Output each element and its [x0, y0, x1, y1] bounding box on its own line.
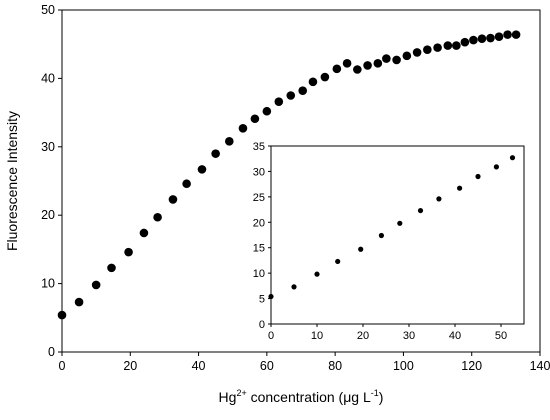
main-data-point — [511, 30, 521, 39]
x-axis-label: Hg2+ concentration (μg L-1) — [219, 388, 384, 405]
main-data-point — [274, 97, 284, 106]
main-data-point — [286, 91, 296, 100]
main-data-point — [320, 72, 330, 82]
main-data-point — [423, 45, 432, 54]
inset-plot-frame — [270, 145, 525, 325]
main-data-point — [363, 61, 372, 70]
inset-y-tick-label: 0 — [259, 319, 265, 331]
main-data-point — [308, 77, 318, 87]
inset-data-point — [335, 258, 341, 265]
main-data-point — [460, 37, 470, 47]
main-data-point — [503, 30, 512, 39]
main-data-point — [373, 59, 383, 68]
inset-data-point — [509, 155, 516, 161]
main-y-tick-label: 10 — [41, 277, 55, 291]
main-x-tick-label: 60 — [260, 359, 274, 373]
inset-y-tick-label: 25 — [253, 192, 265, 204]
main-data-point — [486, 33, 495, 43]
main-data-point — [452, 41, 461, 50]
main-data-point — [353, 65, 362, 74]
inset-y-tick-label: 35 — [253, 141, 265, 153]
main-data-point — [74, 297, 84, 307]
main-data-point — [211, 149, 220, 158]
inset-x-tick-label: 40 — [449, 330, 461, 342]
main-data-point — [91, 280, 101, 290]
inset-data-point — [378, 232, 384, 239]
inset-x-tick-label: 30 — [403, 330, 415, 342]
main-data-point — [197, 165, 207, 174]
main-data-point — [124, 247, 133, 257]
main-data-point — [469, 35, 478, 45]
main-data-point — [250, 114, 260, 124]
main-data-point — [262, 106, 272, 116]
main-data-point — [382, 54, 391, 63]
inset-y-tick-label: 15 — [253, 243, 265, 255]
main-x-tick-label: 140 — [530, 359, 550, 373]
main-data-point — [139, 228, 149, 238]
main-data-point — [392, 55, 401, 65]
inset-x-tick-label: 0 — [268, 330, 274, 342]
inset-x-tick-label: 20 — [357, 330, 369, 342]
inset-y-tick-label: 5 — [259, 294, 265, 306]
main-data-point — [225, 137, 234, 146]
inset-x-tick-label: 10 — [311, 330, 323, 342]
main-data-point — [107, 263, 116, 273]
main-y-tick-label: 40 — [41, 71, 55, 85]
main-y-tick-label: 20 — [41, 208, 55, 222]
inset-data-point — [268, 293, 274, 300]
inset-data-point — [358, 246, 364, 252]
inset-y-tick-label: 10 — [253, 268, 265, 280]
main-data-point — [433, 43, 442, 52]
main-x-tick-label: 40 — [192, 359, 206, 373]
inset-data-point — [397, 220, 403, 226]
y-axis-label: Fluorescence Intensity — [4, 111, 20, 251]
inset-plot: 0 10 20 30 40 50 0 5 10 15 20 25 30 35 — [253, 141, 525, 342]
main-data-point — [153, 212, 162, 222]
main-data-point — [477, 34, 487, 44]
main-data-point — [332, 64, 342, 74]
inset-data-point — [493, 164, 499, 170]
main-data-point — [342, 59, 352, 68]
main-x-tick-label: 120 — [461, 359, 482, 373]
main-y-tick-label: 50 — [41, 3, 55, 17]
main-x-tick-label: 80 — [328, 359, 342, 373]
main-data-point — [57, 310, 67, 320]
main-data-point — [238, 124, 248, 133]
inset-y-tick-label: 20 — [253, 217, 265, 229]
main-data-point — [168, 195, 178, 204]
inset-data-point — [457, 185, 463, 191]
main-data-point — [412, 48, 422, 57]
main-data-point — [298, 86, 308, 96]
main-y-tick-label: 0 — [48, 345, 55, 359]
main-x-tick-label: 100 — [393, 359, 414, 373]
inset-x-tick-label: 50 — [495, 330, 507, 342]
main-x-tick-label: 0 — [59, 359, 66, 373]
main-data-point — [443, 41, 453, 50]
inset-data-point — [475, 173, 481, 180]
inset-data-point — [291, 284, 297, 290]
inset-y-tick-label: 30 — [253, 166, 265, 178]
inset-data-point — [314, 271, 320, 277]
main-data-point — [402, 51, 412, 61]
main-y-tick-label: 30 — [41, 140, 55, 154]
inset-data-point — [436, 196, 442, 202]
main-x-tick-label: 20 — [123, 359, 137, 373]
main-data-point — [182, 179, 191, 189]
inset-data-point — [417, 207, 424, 214]
main-data-point — [494, 32, 504, 41]
